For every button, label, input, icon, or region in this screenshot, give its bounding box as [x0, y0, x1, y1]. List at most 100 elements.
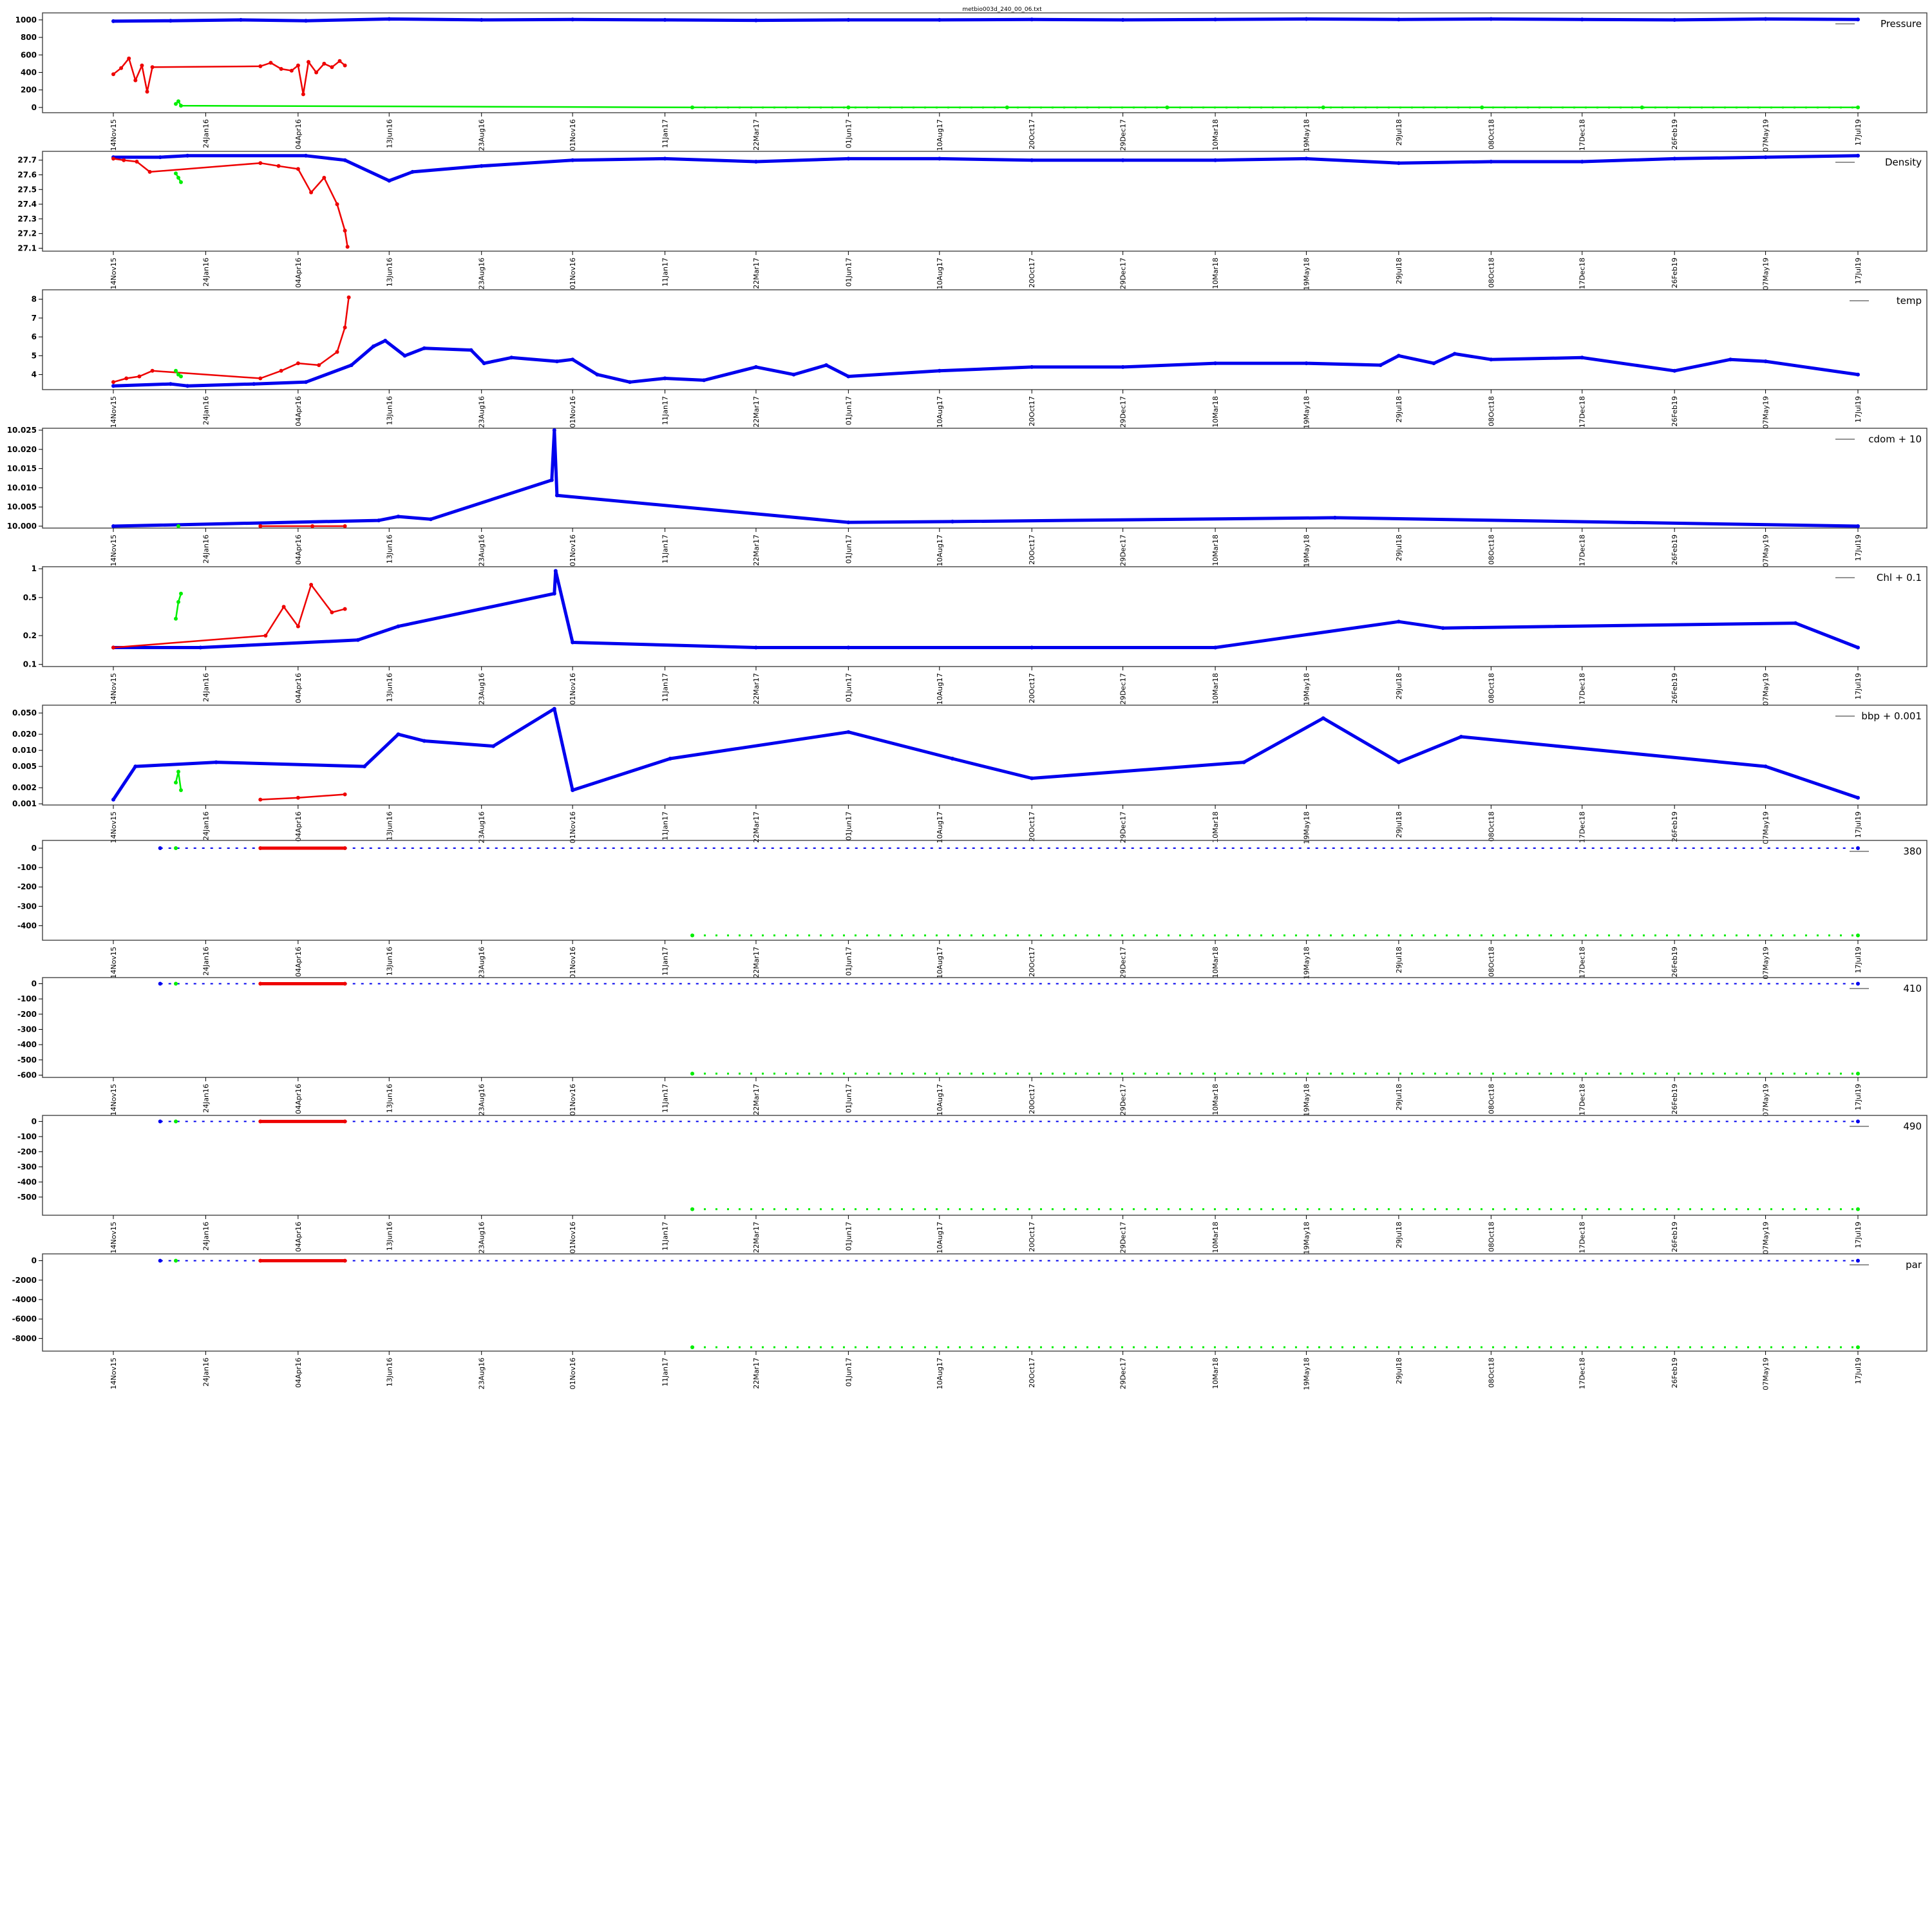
y-tick-label: 6	[32, 332, 37, 341]
x-tick-label: 22Mar17	[752, 1084, 761, 1115]
data-point	[1856, 1258, 1860, 1263]
legend-label: bbp + 0.001	[1861, 710, 1922, 722]
data-point	[571, 17, 575, 22]
x-tick-label: 22Mar17	[752, 396, 761, 428]
data-point	[824, 363, 828, 367]
x-tick-label: 14Nov15	[109, 396, 118, 428]
x-tick-label: 19May18	[1302, 811, 1311, 844]
data-point	[343, 158, 347, 162]
series-primary	[158, 1119, 1860, 1124]
x-tick-label: 23Aug16	[478, 673, 486, 705]
x-tick-label: 11Jan17	[661, 119, 670, 148]
data-point	[571, 788, 575, 792]
x-tick-label: 24Jan16	[202, 673, 210, 702]
x-tick-label: 01Nov16	[569, 1084, 577, 1115]
y-tick-label: -100	[17, 1132, 37, 1141]
data-point	[362, 764, 366, 769]
data-point	[322, 176, 327, 180]
series-tertiary	[174, 591, 183, 621]
data-point	[343, 63, 347, 68]
data-point	[346, 295, 351, 299]
x-tick-label: 29Dec17	[1119, 396, 1128, 428]
data-point	[1030, 158, 1034, 162]
data-point	[479, 164, 484, 168]
data-point	[1580, 17, 1584, 22]
x-tick-label: 24Jan16	[202, 811, 210, 840]
plot-frame	[42, 1253, 1927, 1352]
data-point	[330, 65, 334, 70]
x-tick-label: 13Jun16	[385, 258, 393, 287]
data-point	[309, 583, 314, 587]
x-tick-label: 24Jan16	[202, 1358, 210, 1387]
y-tick-label: -400	[17, 921, 37, 930]
x-tick-label: 01Jun17	[844, 119, 853, 148]
y-tick-label: 27.4	[17, 200, 37, 209]
panel-3: 4 5 6 7 8 14Nov15 24Jan16 04Apr16 13Jun16 23Aug16…	[32, 289, 1927, 429]
x-tick-label: 24Jan16	[202, 396, 210, 425]
x-tick-label: 19May18	[1302, 673, 1311, 706]
data-point	[301, 92, 305, 97]
data-point	[1763, 155, 1768, 160]
data-point	[1763, 359, 1768, 364]
y-tick-label: 0	[32, 103, 37, 112]
data-point	[258, 846, 263, 850]
data-point	[372, 344, 375, 348]
data-point	[335, 202, 339, 207]
data-point	[396, 624, 401, 629]
y-tick-label: 0.5	[23, 593, 37, 602]
data-point	[1672, 17, 1677, 22]
y-tick-label: -200	[17, 1147, 37, 1156]
x-tick-label: 11Jan17	[661, 1358, 670, 1387]
data-point	[846, 17, 851, 22]
legend-label: Density	[1885, 156, 1922, 168]
y-tick-label: -100	[17, 994, 37, 1003]
data-point	[937, 17, 942, 22]
y-tick-label: -400	[17, 1177, 37, 1186]
data-point	[1856, 105, 1860, 109]
data-point	[145, 90, 149, 94]
y-tick-label: 1	[32, 564, 37, 573]
data-point	[133, 764, 138, 769]
y-tick-label: 10.010	[7, 483, 37, 492]
data-point	[479, 17, 484, 22]
data-point	[150, 65, 155, 70]
data-point	[355, 638, 360, 642]
x-tick-label: 10Aug17	[936, 119, 944, 151]
x-tick-label: 10Aug17	[936, 1222, 944, 1253]
x-tick-label: 24Jan16	[202, 1222, 210, 1251]
data-point	[1728, 357, 1732, 362]
x-tick-label: 07May19	[1762, 811, 1770, 844]
series-secondary	[111, 295, 351, 384]
x-tick-label: 10Mar18	[1211, 1358, 1220, 1389]
x-tick-label: 14Nov15	[109, 673, 118, 705]
y-tick-label: 10.000	[7, 522, 37, 531]
data-point	[937, 156, 942, 161]
x-tick-label: 19May18	[1302, 1084, 1311, 1117]
data-point	[1396, 17, 1401, 22]
y-tick-label: 27.3	[17, 214, 37, 223]
data-point	[147, 169, 152, 174]
y-tick-label: 27.5	[17, 185, 37, 194]
data-point	[1213, 17, 1218, 22]
data-point	[509, 355, 514, 360]
y-tick-label: 5	[32, 351, 37, 360]
x-tick-label: 01Nov16	[569, 258, 577, 289]
x-tick-label: 08Oct18	[1487, 947, 1495, 977]
legend-label: 410	[1903, 983, 1922, 994]
x-tick-label: 26Feb19	[1671, 258, 1679, 288]
y-tick-label: -500	[17, 1056, 37, 1065]
data-point	[198, 645, 203, 650]
plot-frame	[42, 428, 1927, 529]
data-point	[168, 382, 173, 386]
data-point	[296, 63, 300, 68]
data-point	[1856, 372, 1860, 377]
x-tick-label: 23Aug16	[478, 1084, 486, 1115]
x-tick-label: 11Jan17	[661, 1084, 670, 1113]
x-tick-label: 19May18	[1302, 396, 1311, 429]
data-point	[343, 325, 347, 330]
x-tick-label: 10Mar18	[1211, 811, 1220, 843]
series-primary	[111, 153, 1860, 183]
data-point	[1856, 1345, 1860, 1349]
x-tick-label: 17Dec18	[1578, 535, 1587, 566]
data-point	[1030, 645, 1034, 650]
